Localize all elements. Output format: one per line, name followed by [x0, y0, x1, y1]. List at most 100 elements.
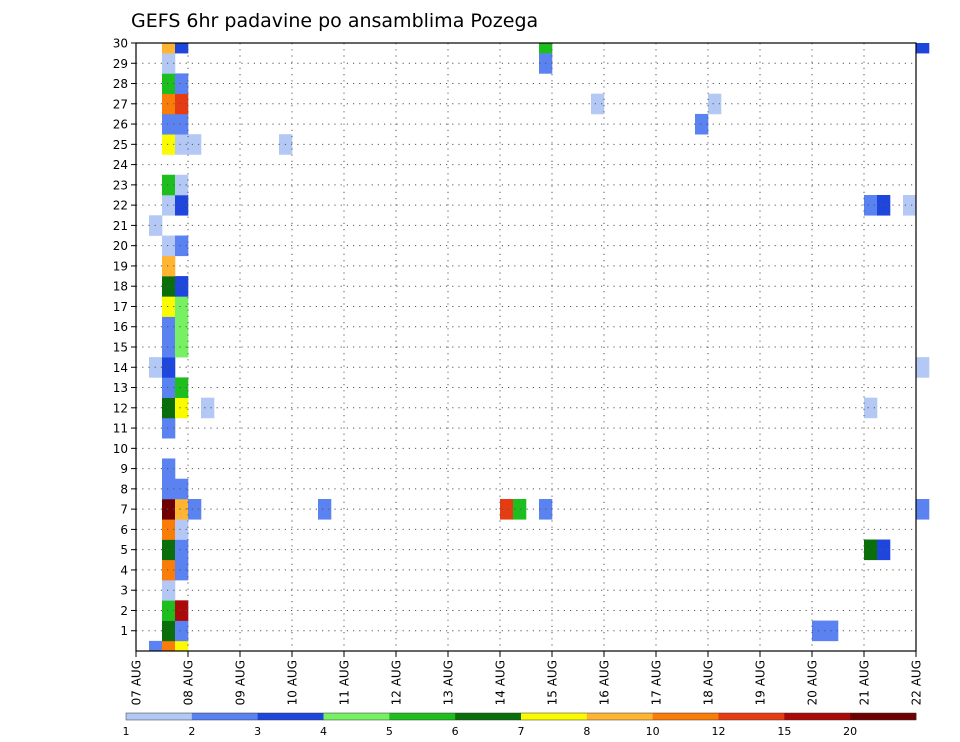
x-tick-label: 20 AUG	[806, 660, 820, 705]
colorbar-label: 20	[843, 725, 857, 738]
heatmap-cell	[175, 620, 189, 642]
heatmap-cell	[162, 620, 176, 642]
colorbar-label: 1	[123, 725, 130, 738]
x-tick-label: 19 AUG	[754, 660, 768, 705]
heatmap-cell	[175, 377, 189, 398]
heatmap-cell	[175, 235, 189, 257]
heatmap-cell	[916, 499, 930, 520]
y-tick-label: 27	[113, 97, 128, 111]
heatmap-cell	[318, 499, 332, 520]
heatmap-cell	[162, 174, 176, 196]
y-tick-label: 29	[113, 57, 128, 71]
y-tick-label: 17	[113, 300, 128, 314]
heatmap-cell	[175, 276, 189, 297]
colorbar-segment	[455, 713, 522, 720]
plot-frame	[135, 42, 917, 652]
y-tick-label: 21	[113, 219, 128, 233]
heatmap-cell	[864, 397, 878, 419]
x-tick-label: 14 AUG	[494, 660, 508, 705]
x-tick-label: 21 AUG	[858, 660, 872, 705]
colorbar-label: 10	[646, 725, 660, 738]
colorbar-label: 8	[583, 725, 590, 738]
heatmap-cell	[162, 417, 176, 439]
x-tick-label: 11 AUG	[338, 660, 352, 705]
heatmap-cell	[175, 73, 189, 94]
colorbar-frame	[125, 712, 917, 721]
x-tick-label: 15 AUG	[546, 660, 560, 705]
y-tick-label: 28	[113, 77, 128, 91]
colorbar-label: 6	[452, 725, 459, 738]
grid-layer	[136, 43, 916, 651]
heatmap-cell	[162, 73, 176, 94]
heatmap-cell	[175, 134, 189, 155]
x-tick-label: 16 AUG	[598, 660, 612, 705]
colorbar-label: 4	[320, 725, 327, 738]
heatmap-cell	[162, 519, 176, 540]
y-tick-label: 6	[120, 523, 128, 537]
y-tick-label: 8	[120, 482, 128, 496]
heatmap-cell	[162, 53, 176, 74]
y-tick-label: 30	[113, 37, 128, 51]
colorbar-legend: 1 2 3 4 5 6 7 8 10 12 15 20	[123, 712, 917, 738]
heatmap-cell	[162, 316, 176, 338]
y-tick-label: 10	[113, 442, 128, 456]
heatmap-cell	[175, 43, 189, 54]
colorbar-segment	[257, 713, 324, 720]
heatmap-cell	[162, 43, 176, 54]
y-tick-label: 9	[120, 462, 128, 476]
y-tick-label: 24	[113, 158, 128, 172]
y-tick-label: 19	[113, 259, 128, 273]
colorbar-label: 2	[188, 725, 195, 738]
heatmap-cell	[162, 195, 176, 216]
heatmap-cell	[162, 276, 176, 297]
heatmap-cell	[175, 296, 189, 317]
heatmap-cell	[175, 397, 189, 419]
heatmap-cell	[188, 134, 202, 155]
heatmap-cell	[175, 93, 189, 115]
colorbar-segment	[652, 713, 719, 720]
y-tick-label: 25	[113, 138, 128, 152]
heatmap-cell	[149, 640, 163, 652]
y-tick-label: 23	[113, 178, 128, 192]
heatmap-cell	[903, 195, 917, 216]
x-tick-label: 07 AUG	[130, 660, 144, 705]
heatmap-cell	[175, 174, 189, 196]
colorbar-label: 3	[254, 725, 261, 738]
x-tick-label: 09 AUG	[234, 660, 248, 705]
y-tick-label: 5	[120, 543, 128, 557]
heatmap-cell	[175, 640, 189, 652]
colorbar-segment	[389, 713, 456, 720]
x-tick-label: 18 AUG	[702, 660, 716, 705]
colorbar-segment	[718, 713, 785, 720]
y-tick-label: 12	[113, 401, 128, 415]
y-tick-label: 13	[113, 381, 128, 395]
heatmap-cell	[162, 397, 176, 419]
heatmap-cell	[162, 499, 176, 520]
heatmap-cell	[162, 134, 176, 155]
y-tick-label: 2	[120, 604, 128, 618]
heatmap-cell	[162, 357, 176, 378]
heatmap-cell	[175, 336, 189, 358]
heatmap-cell	[162, 478, 176, 500]
x-tick-label: 12 AUG	[390, 660, 404, 705]
colorbar-label: 5	[386, 725, 393, 738]
heatmap-cell	[877, 539, 891, 561]
y-tick-label: 16	[113, 320, 128, 334]
heatmap-cell	[864, 539, 878, 561]
heatmap-cell	[877, 195, 891, 216]
heatmap-cell	[175, 600, 189, 621]
colorbar-segment	[784, 713, 851, 720]
heatmap-cell	[539, 43, 553, 54]
heatmap-cell	[162, 559, 176, 581]
colorbar-segment	[191, 713, 259, 720]
y-tick-label: 3	[120, 584, 128, 598]
y-tick-label: 18	[113, 280, 128, 294]
chart-title: GEFS 6hr padavine po ansamblima Pozega	[131, 10, 538, 32]
heatmap-cell	[162, 235, 176, 257]
y-tick-label: 7	[120, 503, 128, 517]
y-tick-label: 22	[113, 199, 128, 213]
y-tick-label: 14	[113, 361, 128, 375]
heatmap-cell	[162, 539, 176, 561]
colorbar-segment	[586, 713, 654, 720]
